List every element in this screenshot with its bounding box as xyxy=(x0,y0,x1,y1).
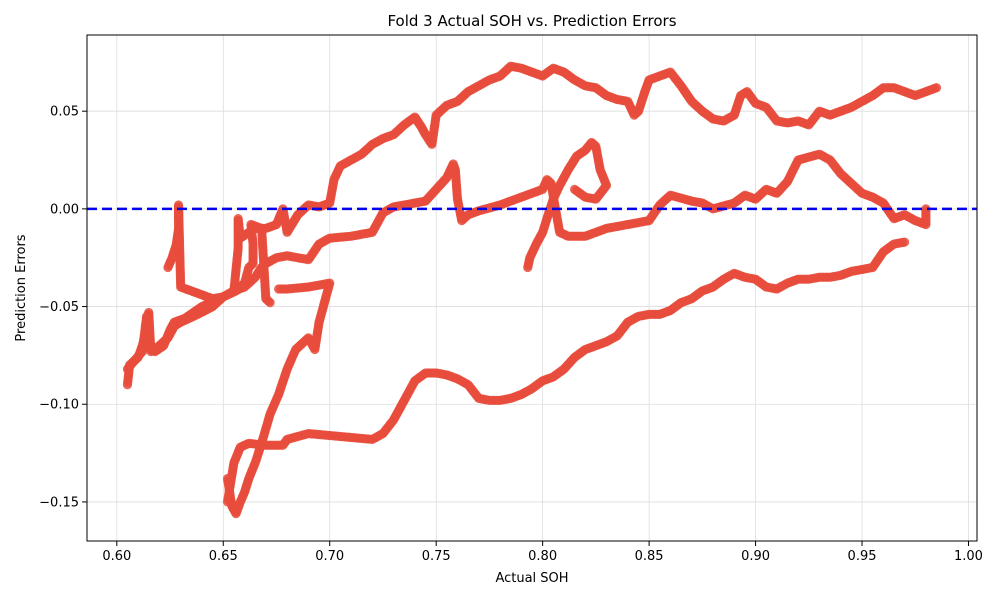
y-tick-label: −0.10 xyxy=(39,398,79,413)
data-point xyxy=(569,184,580,194)
x-tick-label: 0.85 xyxy=(635,549,664,564)
y-tick-label: −0.15 xyxy=(39,495,79,510)
y-axis-title: Prediction Errors xyxy=(14,234,29,341)
x-axis-ticks: 0.60 0.65 0.70 0.75 0.80 0.85 0.90 0.95 1.00 xyxy=(102,541,983,564)
plot-frame xyxy=(86,34,978,542)
data-point xyxy=(274,284,284,294)
data-points xyxy=(122,61,942,519)
y-axis-ticks: −0.15 −0.10 −0.05 0.00 0.05 xyxy=(39,105,87,510)
x-tick-label: 0.80 xyxy=(528,549,557,564)
y-tick-label: 0.05 xyxy=(50,105,79,120)
chart-title: Fold 3 Actual SOH vs. Prediction Errors xyxy=(387,12,676,30)
x-tick-label: 0.65 xyxy=(209,549,238,564)
x-axis-title: Actual SOH xyxy=(495,571,568,586)
data-point xyxy=(265,298,275,308)
x-tick-label: 1.00 xyxy=(954,549,983,564)
x-tick-label: 0.60 xyxy=(102,549,131,564)
x-tick-label: 0.95 xyxy=(848,549,877,564)
y-tick-label: 0.00 xyxy=(50,202,79,217)
x-tick-label: 0.70 xyxy=(315,549,344,564)
x-tick-label: 0.75 xyxy=(422,549,451,564)
data-point xyxy=(931,83,942,93)
data-point xyxy=(921,204,931,214)
data-point xyxy=(900,237,910,247)
y-tick-label: −0.05 xyxy=(39,300,79,315)
x-tick-label: 0.90 xyxy=(741,549,770,564)
